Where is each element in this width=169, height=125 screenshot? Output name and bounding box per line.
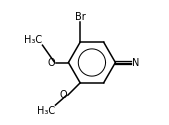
- Text: N: N: [132, 58, 139, 68]
- Text: H₃C: H₃C: [37, 106, 55, 116]
- Text: O: O: [59, 90, 67, 100]
- Text: Br: Br: [75, 12, 86, 22]
- Text: O: O: [48, 58, 55, 68]
- Text: H₃C: H₃C: [24, 35, 42, 45]
